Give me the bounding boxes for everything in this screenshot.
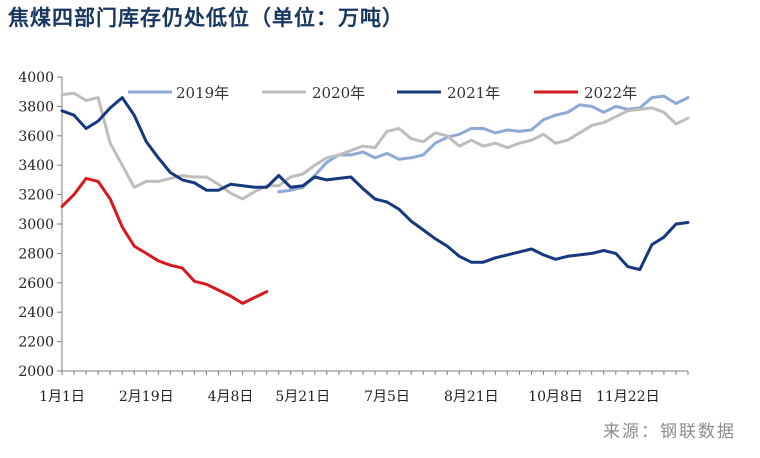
y-axis-ticks: 2000 2200 2400 2600 2800 3000 3200 3400 3600 3800… bbox=[18, 70, 62, 380]
legend-label: 2019年 bbox=[176, 84, 229, 102]
source-note: 来源：钢联数据 bbox=[603, 422, 736, 442]
y-tick-label: 4000 bbox=[18, 70, 54, 86]
x-axis-ticks: 1月1日 2月19日 4月8日 5月21日 7月5日 8月21日 10月8日 11月22日 bbox=[39, 371, 689, 405]
x-tick-label: 5月21日 bbox=[275, 389, 330, 405]
series-line-2019年 bbox=[277, 94, 690, 194]
y-tick-label: 2600 bbox=[18, 276, 54, 292]
y-tick-label: 3000 bbox=[18, 217, 54, 233]
legend-label: 2020年 bbox=[312, 84, 365, 102]
x-tick-label: 4月8日 bbox=[208, 389, 254, 405]
x-tick-label: 2月19日 bbox=[119, 389, 174, 405]
series-lines bbox=[60, 91, 690, 305]
y-tick-label: 3800 bbox=[18, 99, 54, 115]
y-tick-label: 3400 bbox=[18, 158, 54, 174]
series-line-2021年 bbox=[60, 96, 690, 272]
legend-label: 2021年 bbox=[447, 84, 500, 102]
legend-label: 2022年 bbox=[584, 84, 637, 102]
chart-title: 焦煤四部门库存仍处低位（单位：万吨） bbox=[8, 6, 404, 30]
y-tick-label: 2200 bbox=[18, 335, 54, 351]
y-tick-label: 3200 bbox=[18, 188, 54, 204]
x-tick-label: 8月21日 bbox=[444, 389, 499, 405]
x-tick-label: 7月5日 bbox=[364, 389, 410, 405]
y-tick-label: 2000 bbox=[18, 364, 54, 380]
legend: 2019年 2020年 2021年 2022年 bbox=[128, 84, 637, 102]
y-tick-label: 2400 bbox=[18, 305, 54, 321]
x-tick-label: 10月8日 bbox=[528, 389, 583, 405]
series-line-2022年 bbox=[60, 176, 269, 305]
chart-axes bbox=[61, 77, 688, 372]
x-tick-label: 1月1日 bbox=[39, 389, 85, 405]
series-line-2020年 bbox=[60, 91, 690, 201]
x-tick-label: 11月22日 bbox=[596, 389, 660, 405]
y-tick-label: 3600 bbox=[18, 129, 54, 145]
y-tick-label: 2800 bbox=[18, 246, 54, 262]
